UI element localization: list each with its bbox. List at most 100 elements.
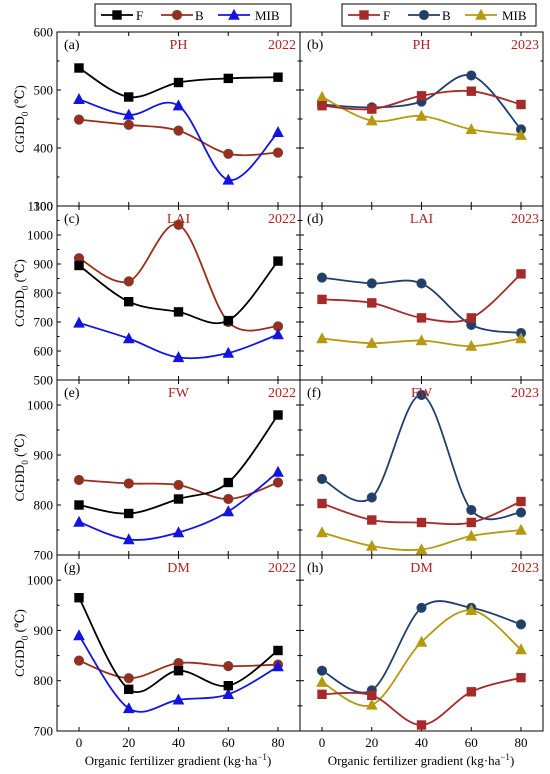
data-point-F xyxy=(516,269,526,279)
data-point-F xyxy=(74,500,84,510)
x-tick-label: 80 xyxy=(515,735,528,750)
data-point-MIB xyxy=(365,539,378,551)
data-point-B xyxy=(272,477,284,488)
data-point-MIB xyxy=(172,99,185,111)
data-point-B xyxy=(73,114,85,125)
data-point-F xyxy=(273,72,283,82)
axis-labels-group: CGDD0 (℃) CGDD0 (℃) CGDD0 (℃) CGDD0 (℃) Orga… xyxy=(12,85,514,768)
panel-frame xyxy=(299,379,544,556)
data-point-MIB xyxy=(272,660,284,672)
data-point-B xyxy=(173,125,184,136)
data-point-MIB xyxy=(365,114,378,126)
legend-marker-B xyxy=(171,9,183,21)
y-axis-label: CGDD0 (℃) xyxy=(12,259,30,327)
data-point-MIB xyxy=(73,93,85,104)
panel-year: 2023 xyxy=(511,212,539,227)
x-axis-label: Organic fertilizer gradient (kg·ha−1) xyxy=(328,752,515,768)
y-tick-label: 800 xyxy=(34,498,54,513)
y-tick-label: 500 xyxy=(34,373,54,388)
panel-year: 2022 xyxy=(268,212,296,227)
panel-frame xyxy=(56,31,301,207)
data-point-B xyxy=(466,504,477,516)
data-point-MIB xyxy=(415,334,428,346)
y-tick-label: 300 xyxy=(34,199,54,214)
y-tick-label: 1000 xyxy=(27,228,53,243)
data-point-F xyxy=(367,515,377,525)
data-point-F xyxy=(317,101,327,111)
legend-marker-MIB xyxy=(475,8,487,20)
panel-year: 2022 xyxy=(268,38,296,53)
data-point-F xyxy=(317,294,327,305)
y-tick-label: 700 xyxy=(34,548,54,563)
data-point-MIB xyxy=(272,465,284,477)
data-point-MIB xyxy=(272,126,284,137)
data-point-MIB xyxy=(415,635,428,647)
legend-label-B: B xyxy=(442,8,451,23)
data-point-F xyxy=(74,593,84,603)
data-point-MIB xyxy=(172,693,185,705)
data-point-MIB xyxy=(316,526,328,538)
x-tick-label: 20 xyxy=(365,735,378,750)
legend: F B MIB xyxy=(341,3,537,27)
data-point-F xyxy=(367,104,377,114)
panel-f: (f) FW 2023 xyxy=(299,379,544,556)
panel-title: DM xyxy=(167,561,190,576)
data-point-F xyxy=(273,645,283,656)
data-point-F xyxy=(367,690,377,700)
legend-label-F: F xyxy=(383,8,390,23)
x-tick-label: 0 xyxy=(76,735,83,750)
panel-b: (b) PH 2023 xyxy=(299,31,544,207)
data-point-F xyxy=(74,63,84,73)
y-tick-label: 1000 xyxy=(27,398,53,413)
y-tick-label: 1000 xyxy=(27,573,53,588)
data-point-F xyxy=(173,77,184,88)
legend-label-F: F xyxy=(136,8,143,23)
data-point-F xyxy=(124,508,134,519)
data-point-B xyxy=(515,619,527,630)
data-point-F xyxy=(124,92,134,102)
panel-frame xyxy=(299,205,544,381)
panel-e: 700 800 900 1000 (e) FW 2022 xyxy=(27,379,301,563)
panel-title: PH xyxy=(413,38,431,53)
panel-year: 2023 xyxy=(511,38,539,53)
data-point-B xyxy=(223,148,234,159)
data-point-B xyxy=(73,655,85,666)
data-point-F xyxy=(367,298,377,308)
data-point-MIB xyxy=(515,523,527,535)
data-point-MIB xyxy=(365,336,378,348)
data-point-F xyxy=(317,498,327,509)
data-point-MIB xyxy=(365,698,378,710)
data-point-B xyxy=(515,507,527,518)
data-point-MIB xyxy=(465,604,478,615)
data-point-F xyxy=(273,410,283,420)
y-tick-label: 600 xyxy=(34,344,54,359)
data-point-MIB xyxy=(222,688,235,699)
series-line-F xyxy=(78,597,279,693)
x-tick-label: 80 xyxy=(272,735,285,750)
data-point-MIB xyxy=(222,505,235,517)
data-point-F xyxy=(223,681,234,691)
panel-year: 2022 xyxy=(268,386,296,401)
data-point-B xyxy=(73,474,85,486)
panel-title: DM xyxy=(410,561,433,576)
x-tick-label: 60 xyxy=(465,735,478,750)
data-point-B xyxy=(366,492,377,503)
data-point-F xyxy=(74,260,84,271)
series-line-B xyxy=(321,600,522,694)
data-point-B xyxy=(173,219,184,230)
data-point-B xyxy=(173,479,184,491)
y-axis-label: CGDD0 (℃) xyxy=(12,434,30,502)
data-point-F xyxy=(416,91,427,101)
legend: F B MIB xyxy=(94,3,292,27)
data-point-MIB xyxy=(515,332,527,344)
data-point-F xyxy=(466,313,477,323)
data-point-MIB xyxy=(316,332,328,344)
y-axis-label: CGDD0 (℃) xyxy=(12,609,30,677)
data-point-F xyxy=(124,684,134,694)
data-point-MIB xyxy=(465,339,478,351)
data-point-MIB xyxy=(465,123,478,135)
y-tick-label: 400 xyxy=(34,141,54,156)
data-point-B xyxy=(123,276,134,287)
data-point-F xyxy=(416,517,427,528)
